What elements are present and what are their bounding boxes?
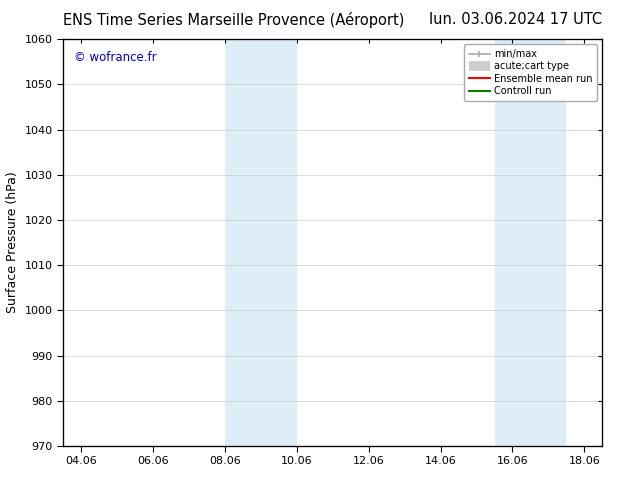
Y-axis label: Surface Pressure (hPa): Surface Pressure (hPa) [6, 172, 19, 314]
Bar [495, 39, 566, 446]
Text: © wofrance.fr: © wofrance.fr [74, 51, 157, 64]
Bar [225, 39, 297, 446]
Text: lun. 03.06.2024 17 UTC: lun. 03.06.2024 17 UTC [429, 12, 602, 27]
Legend: min/max, acute;cart type, Ensemble mean run, Controll run: min/max, acute;cart type, Ensemble mean … [464, 44, 597, 101]
Text: ENS Time Series Marseille Provence (Aéroport): ENS Time Series Marseille Provence (Aéro… [63, 12, 404, 28]
